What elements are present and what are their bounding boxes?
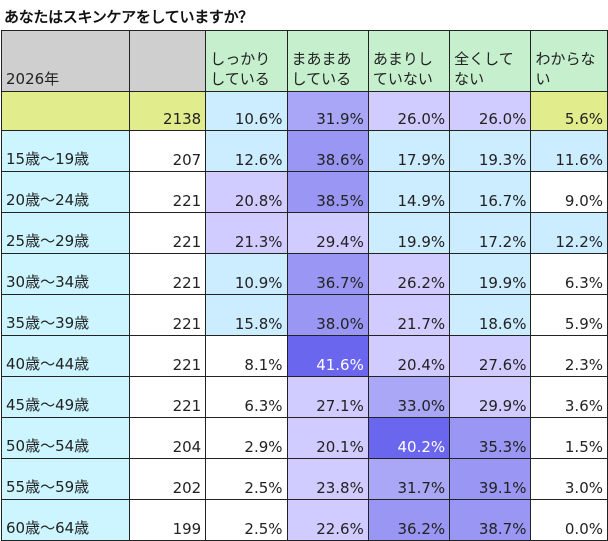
percent-cell: 12.6% <box>205 130 288 172</box>
table-row: 35歳〜39歳 221 15.8% 38.0% 21.7% 18.6% 5.9% <box>0 294 608 336</box>
table-row: 50歳〜54歳 204 2.9% 20.1% 40.2% 35.3% 1.5% <box>0 417 608 459</box>
age-group-label: 45歳〜49歳 <box>0 376 131 418</box>
percent-cell: 2.5% <box>205 499 288 541</box>
percent-cell: 29.9% <box>449 376 532 418</box>
total-n: 2138 <box>129 91 207 131</box>
percent-cell: 10.9% <box>205 253 288 295</box>
age-group-label: 30歳〜34歳 <box>0 253 131 295</box>
percent-cell: 35.3% <box>449 417 532 459</box>
age-group-label: 40歳〜44歳 <box>0 335 131 377</box>
percent-cell: 12.2% <box>530 212 608 254</box>
percent-cell: 20.1% <box>286 417 369 459</box>
table-row: 20歳〜24歳 221 20.8% 38.5% 14.9% 16.7% 9.0% <box>0 171 608 213</box>
percent-cell: 38.0% <box>286 294 369 336</box>
total-value: 26.0% <box>449 91 532 131</box>
percent-cell: 15.8% <box>205 294 288 336</box>
percent-cell: 11.6% <box>530 130 608 172</box>
sample-size: 221 <box>129 294 207 336</box>
sample-size: 221 <box>129 212 207 254</box>
percent-cell: 36.2% <box>367 499 451 541</box>
total-value: 26.0% <box>367 91 451 131</box>
sample-size: 199 <box>129 499 207 541</box>
percent-cell: 6.3% <box>530 253 608 295</box>
percent-cell: 1.5% <box>530 417 608 459</box>
percent-cell: 38.7% <box>449 499 532 541</box>
year-header: 2026年 <box>0 30 131 92</box>
percent-cell: 20.4% <box>367 335 451 377</box>
percent-cell: 20.8% <box>205 171 288 213</box>
percent-cell: 21.7% <box>367 294 451 336</box>
percent-cell: 3.6% <box>530 376 608 418</box>
sample-size: 221 <box>129 335 207 377</box>
percent-cell: 39.1% <box>449 458 532 500</box>
percent-cell: 27.6% <box>449 335 532 377</box>
percent-cell: 27.1% <box>286 376 369 418</box>
sample-size: 204 <box>129 417 207 459</box>
table-row: 15歳〜19歳 207 12.6% 38.6% 17.9% 19.3% 11.6% <box>0 130 608 172</box>
survey-table: 2026年 しっかりしている まあまあしている あまりしていない 全くしてない … <box>0 30 608 541</box>
percent-cell: 19.9% <box>449 253 532 295</box>
column-header: わからない <box>530 30 608 92</box>
percent-cell: 2.3% <box>530 335 608 377</box>
percent-cell: 41.6% <box>286 335 369 377</box>
percent-cell: 17.2% <box>449 212 532 254</box>
n-header <box>129 30 207 92</box>
sample-size: 207 <box>129 130 207 172</box>
total-row: 2138 10.6% 31.9% 26.0% 26.0% 5.6% <box>0 91 608 131</box>
percent-cell: 21.3% <box>205 212 288 254</box>
age-group-label: 55歳〜59歳 <box>0 458 131 500</box>
percent-cell: 31.7% <box>367 458 451 500</box>
column-header: 全くしてない <box>449 30 532 92</box>
sample-size: 221 <box>129 376 207 418</box>
age-group-label: 50歳〜54歳 <box>0 417 131 459</box>
table-row: 30歳〜34歳 221 10.9% 36.7% 26.2% 19.9% 6.3% <box>0 253 608 295</box>
percent-cell: 38.5% <box>286 171 369 213</box>
percent-cell: 17.9% <box>367 130 451 172</box>
column-header: まあまあしている <box>286 30 369 92</box>
percent-cell: 5.9% <box>530 294 608 336</box>
percent-cell: 36.7% <box>286 253 369 295</box>
percent-cell: 19.9% <box>367 212 451 254</box>
sample-size: 221 <box>129 171 207 213</box>
column-header: あまりしていない <box>367 30 451 92</box>
sample-size: 202 <box>129 458 207 500</box>
total-value: 31.9% <box>286 91 369 131</box>
table-row: 55歳〜59歳 202 2.5% 23.8% 31.7% 39.1% 3.0% <box>0 458 608 500</box>
total-label <box>0 91 131 131</box>
chart-title: あなたはスキンケアをしていますか？ <box>4 8 254 26</box>
percent-cell: 8.1% <box>205 335 288 377</box>
total-value: 10.6% <box>205 91 288 131</box>
percent-cell: 38.6% <box>286 130 369 172</box>
percent-cell: 6.3% <box>205 376 288 418</box>
header-row: 2026年 しっかりしている まあまあしている あまりしていない 全くしてない … <box>0 30 608 92</box>
percent-cell: 33.0% <box>367 376 451 418</box>
age-group-label: 20歳〜24歳 <box>0 171 131 213</box>
table-row: 25歳〜29歳 221 21.3% 29.4% 19.9% 17.2% 12.2% <box>0 212 608 254</box>
percent-cell: 29.4% <box>286 212 369 254</box>
percent-cell: 3.0% <box>530 458 608 500</box>
table-row: 45歳〜49歳 221 6.3% 27.1% 33.0% 29.9% 3.6% <box>0 376 608 418</box>
table-row: 60歳〜64歳 199 2.5% 22.6% 36.2% 38.7% 0.0% <box>0 499 608 541</box>
column-header: しっかりしている <box>205 30 288 92</box>
percent-cell: 18.6% <box>449 294 532 336</box>
percent-cell: 26.2% <box>367 253 451 295</box>
percent-cell: 22.6% <box>286 499 369 541</box>
age-group-label: 15歳〜19歳 <box>0 130 131 172</box>
percent-cell: 9.0% <box>530 171 608 213</box>
percent-cell: 40.2% <box>367 417 451 459</box>
percent-cell: 2.5% <box>205 458 288 500</box>
percent-cell: 0.0% <box>530 499 608 541</box>
percent-cell: 19.3% <box>449 130 532 172</box>
percent-cell: 23.8% <box>286 458 369 500</box>
percent-cell: 14.9% <box>367 171 451 213</box>
age-group-label: 60歳〜64歳 <box>0 499 131 541</box>
age-group-label: 25歳〜29歳 <box>0 212 131 254</box>
total-value: 5.6% <box>530 91 608 131</box>
percent-cell: 2.9% <box>205 417 288 459</box>
percent-cell: 16.7% <box>449 171 532 213</box>
age-group-label: 35歳〜39歳 <box>0 294 131 336</box>
sample-size: 221 <box>129 253 207 295</box>
table-row: 40歳〜44歳 221 8.1% 41.6% 20.4% 27.6% 2.3% <box>0 335 608 377</box>
